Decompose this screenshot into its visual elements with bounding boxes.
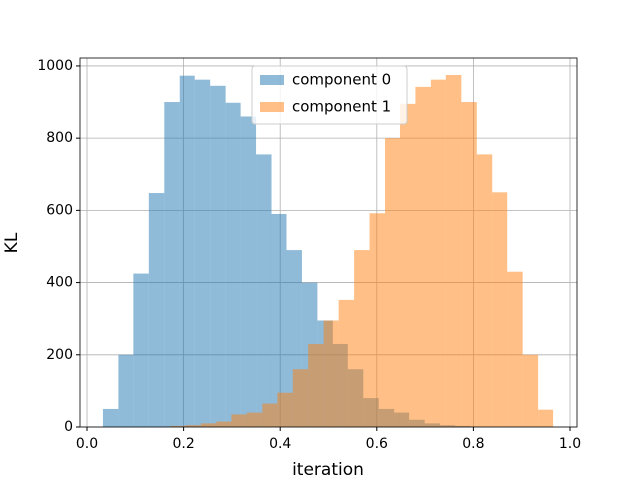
bar xyxy=(399,103,416,427)
x-tick-label: 1.0 xyxy=(559,436,581,452)
bar xyxy=(194,79,211,428)
bar xyxy=(338,299,355,427)
bar xyxy=(246,412,263,427)
bar xyxy=(102,408,119,427)
y-tick-label: 600 xyxy=(46,202,73,218)
bar xyxy=(445,74,462,427)
bar xyxy=(323,320,339,427)
bar xyxy=(308,343,324,427)
y-axis-label: KL xyxy=(2,232,22,253)
bar xyxy=(216,421,232,427)
bar xyxy=(148,193,165,427)
bar xyxy=(231,414,247,427)
bar xyxy=(385,138,400,427)
legend-label: component 0 xyxy=(292,71,391,89)
bar xyxy=(492,192,508,427)
bar xyxy=(277,392,293,427)
bar xyxy=(170,425,186,427)
legend-label: component 1 xyxy=(292,98,391,116)
bar xyxy=(292,369,309,427)
bar xyxy=(476,154,493,427)
y-tick-label: 400 xyxy=(46,275,73,291)
y-tick-label: 800 xyxy=(46,130,73,146)
bar xyxy=(133,273,149,427)
x-axis-label: iteration xyxy=(292,460,364,480)
bar xyxy=(179,75,195,428)
x-tick-label: 0.8 xyxy=(462,436,484,452)
bar xyxy=(507,271,523,427)
bar xyxy=(118,354,134,427)
bar xyxy=(200,423,217,427)
bar xyxy=(210,85,226,428)
bar xyxy=(185,425,201,427)
plot-frame xyxy=(79,57,578,428)
x-tick-label: 0.0 xyxy=(76,436,98,452)
y-tick-label: 1000 xyxy=(37,58,73,74)
y-tick-label: 0 xyxy=(64,419,73,435)
bar xyxy=(262,403,278,427)
bar xyxy=(522,354,539,427)
legend-swatch xyxy=(260,102,284,112)
legend-swatch xyxy=(260,75,284,85)
bar xyxy=(225,102,241,428)
x-tick-label: 0.2 xyxy=(172,436,194,452)
bar xyxy=(354,250,370,427)
bar xyxy=(256,154,272,427)
legend-box xyxy=(251,65,408,125)
bar xyxy=(415,86,431,428)
bar xyxy=(538,409,554,427)
bar xyxy=(271,213,287,427)
x-tick-label: 0.4 xyxy=(269,436,291,452)
bar xyxy=(461,102,477,428)
bar xyxy=(164,102,180,428)
bar xyxy=(240,116,257,427)
bar xyxy=(430,79,446,428)
y-tick-label: 200 xyxy=(46,347,73,363)
bar xyxy=(369,213,386,427)
x-tick-label: 0.6 xyxy=(366,436,388,452)
